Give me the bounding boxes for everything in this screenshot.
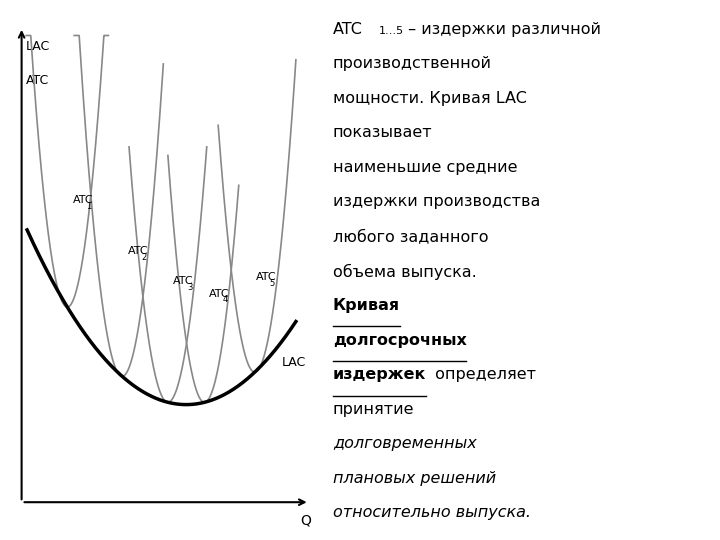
Text: издержки производства: издержки производства [333,194,540,210]
Text: 1: 1 [86,202,91,211]
Text: ATC: ATC [209,288,230,299]
Text: 2: 2 [141,253,147,262]
Text: Q: Q [300,514,311,528]
Text: долгосрочных: долгосрочных [333,333,467,348]
Text: LAC: LAC [282,356,307,369]
Text: ATC: ATC [333,22,363,37]
Text: LAC: LAC [26,40,50,53]
Text: ATC: ATC [26,73,50,87]
Text: показывает: показывает [333,125,433,140]
Text: 1…5: 1…5 [379,26,405,36]
Text: определяет: определяет [430,367,536,382]
Text: ATC: ATC [256,272,276,281]
Text: Кривая: Кривая [333,298,400,313]
Text: ATC: ATC [174,276,194,286]
Text: 4: 4 [222,295,228,305]
Text: – издержки различной: – издержки различной [403,22,601,37]
Text: 5: 5 [269,279,274,287]
Text: ATC: ATC [73,195,94,205]
Text: 3: 3 [187,283,192,292]
Text: объема выпуска.: объема выпуска. [333,264,477,280]
Text: издержек: издержек [333,367,426,382]
Text: плановых решений: плановых решений [333,471,496,486]
Text: производственной: производственной [333,56,492,71]
Text: мощности. Кривая LAC: мощности. Кривая LAC [333,91,527,106]
Text: ATC: ATC [127,246,148,256]
Text: относительно выпуска.: относительно выпуска. [333,505,531,521]
Text: долговременных: долговременных [333,436,477,451]
Text: принятие: принятие [333,402,415,417]
Text: наименьшие средние: наименьшие средние [333,160,518,175]
Text: любого заданного: любого заданного [333,229,488,244]
